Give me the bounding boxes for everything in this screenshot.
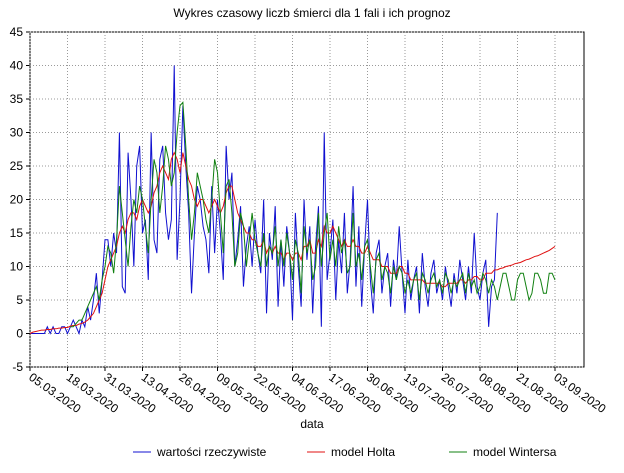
legend-label: wartości rzeczywiste bbox=[156, 445, 267, 459]
x-axis-label: data bbox=[300, 417, 324, 431]
y-tick-label: 45 bbox=[10, 25, 24, 39]
y-tick-label: 30 bbox=[10, 126, 24, 140]
y-tick-label: 10 bbox=[10, 260, 24, 274]
y-tick-label: -5 bbox=[12, 360, 23, 374]
y-tick-label: 15 bbox=[10, 226, 24, 240]
y-tick-label: 40 bbox=[10, 59, 24, 73]
y-tick-label: 25 bbox=[10, 159, 24, 173]
y-tick-label: 0 bbox=[16, 327, 23, 341]
legend-label: model Wintersa bbox=[473, 445, 557, 459]
series-line bbox=[70, 101, 556, 328]
chart-title: Wykres czasowy liczb śmierci dla 1 fali … bbox=[173, 6, 450, 20]
y-tick-label: 35 bbox=[10, 92, 24, 106]
legend-label: model Holta bbox=[331, 445, 395, 459]
legend: wartości rzeczywiste model Holta model Win… bbox=[133, 445, 557, 459]
y-tick-label: 5 bbox=[16, 293, 23, 307]
y-tick-label: 20 bbox=[10, 193, 24, 207]
series-line bbox=[30, 65, 498, 336]
